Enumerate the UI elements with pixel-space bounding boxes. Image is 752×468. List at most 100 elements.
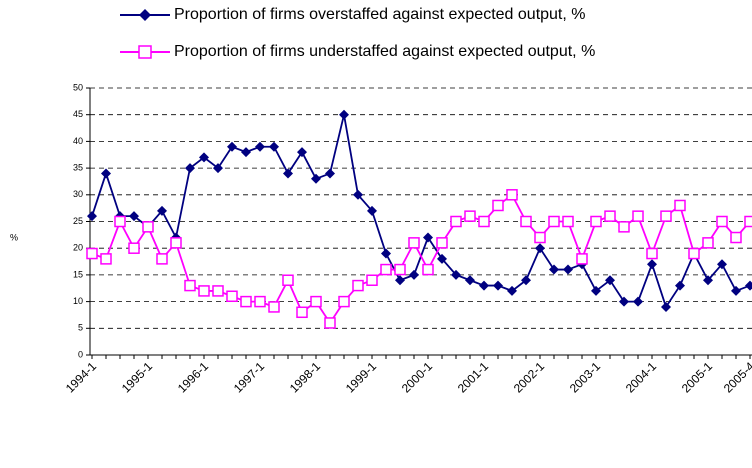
marker (184, 279, 196, 292)
marker (451, 269, 461, 280)
marker (268, 301, 280, 313)
marker (157, 205, 167, 216)
marker (296, 306, 308, 319)
marker (339, 109, 349, 120)
marker (311, 173, 321, 184)
legend-label: Proportion of firms overstaffed against … (174, 6, 586, 23)
legend-label: Proportion of firms understaffed against… (174, 43, 595, 60)
marker (563, 264, 573, 275)
marker (576, 253, 588, 265)
legend-marker (139, 9, 151, 21)
marker (717, 259, 727, 270)
marker (520, 215, 532, 228)
marker (605, 275, 615, 286)
marker (479, 280, 489, 291)
marker (661, 301, 671, 312)
marker (227, 141, 237, 152)
y-tick-label: 30 (73, 189, 83, 199)
marker (381, 248, 391, 259)
marker (185, 163, 195, 174)
marker (254, 295, 266, 308)
marker (618, 221, 630, 233)
x-tick-label: 2003-1 (567, 359, 604, 396)
marker (744, 215, 752, 228)
marker (114, 215, 126, 228)
marker (324, 317, 336, 329)
marker (353, 189, 363, 200)
marker (716, 215, 728, 228)
marker (86, 247, 98, 260)
y-tick-label: 20 (73, 243, 83, 253)
marker (702, 237, 714, 249)
marker (282, 274, 294, 286)
y-tick-label: 15 (73, 269, 83, 279)
y-tick-label: 5 (78, 323, 83, 333)
y-tick-label: 45 (73, 109, 83, 119)
x-tick-label: 2002-1 (511, 359, 548, 396)
x-tick-label: 2000-1 (399, 359, 436, 396)
marker (240, 295, 252, 308)
marker (534, 231, 546, 244)
marker (660, 210, 672, 222)
marker (366, 274, 378, 286)
marker (549, 264, 559, 275)
marker (465, 275, 475, 286)
y-axis-label: % (10, 232, 18, 242)
marker (338, 295, 350, 308)
marker (226, 290, 238, 303)
x-tick-label: 1999-1 (343, 359, 380, 396)
marker (604, 210, 616, 222)
marker (730, 231, 742, 244)
x-tick-label: 1994-1 (63, 359, 100, 396)
marker (633, 296, 643, 307)
marker (241, 147, 251, 158)
marker (408, 237, 420, 249)
marker (395, 275, 405, 286)
marker (367, 205, 377, 216)
marker (675, 280, 685, 291)
marker (492, 199, 504, 212)
marker (394, 263, 406, 276)
marker (310, 295, 322, 308)
x-tick-label: 2004-1 (623, 359, 660, 396)
y-tick-label: 0 (78, 349, 83, 359)
y-tick-label: 10 (73, 296, 83, 306)
marker (128, 242, 140, 254)
marker (450, 215, 462, 228)
y-tick-label: 35 (73, 162, 83, 172)
marker (423, 232, 433, 243)
marker (409, 269, 419, 280)
marker (745, 280, 752, 291)
y-tick-label: 40 (73, 136, 83, 146)
x-tick-label: 2005-4 (721, 359, 752, 396)
x-tick-label: 1997-1 (231, 359, 268, 396)
marker (199, 152, 209, 163)
marker (507, 285, 517, 296)
x-tick-label: 1998-1 (287, 359, 324, 396)
marker (646, 247, 658, 260)
x-tick-label: 2001-1 (455, 359, 492, 396)
marker (632, 210, 644, 222)
marker (101, 168, 111, 179)
marker (380, 263, 392, 276)
marker (297, 147, 307, 158)
marker (87, 211, 97, 222)
marker (129, 211, 139, 222)
marker (688, 247, 700, 260)
marker (562, 215, 574, 228)
y-tick-label: 25 (73, 216, 83, 226)
marker (647, 259, 657, 270)
marker (352, 279, 364, 292)
marker (100, 253, 112, 265)
marker (731, 285, 741, 296)
marker (464, 210, 476, 222)
y-tick-label: 50 (73, 82, 83, 92)
marker (269, 141, 279, 152)
marker (535, 243, 545, 254)
marker (703, 275, 713, 286)
marker (619, 296, 629, 307)
x-tick-label: 2005-1 (679, 359, 716, 396)
x-tick-label: 1995-1 (119, 359, 156, 396)
marker (142, 221, 154, 233)
